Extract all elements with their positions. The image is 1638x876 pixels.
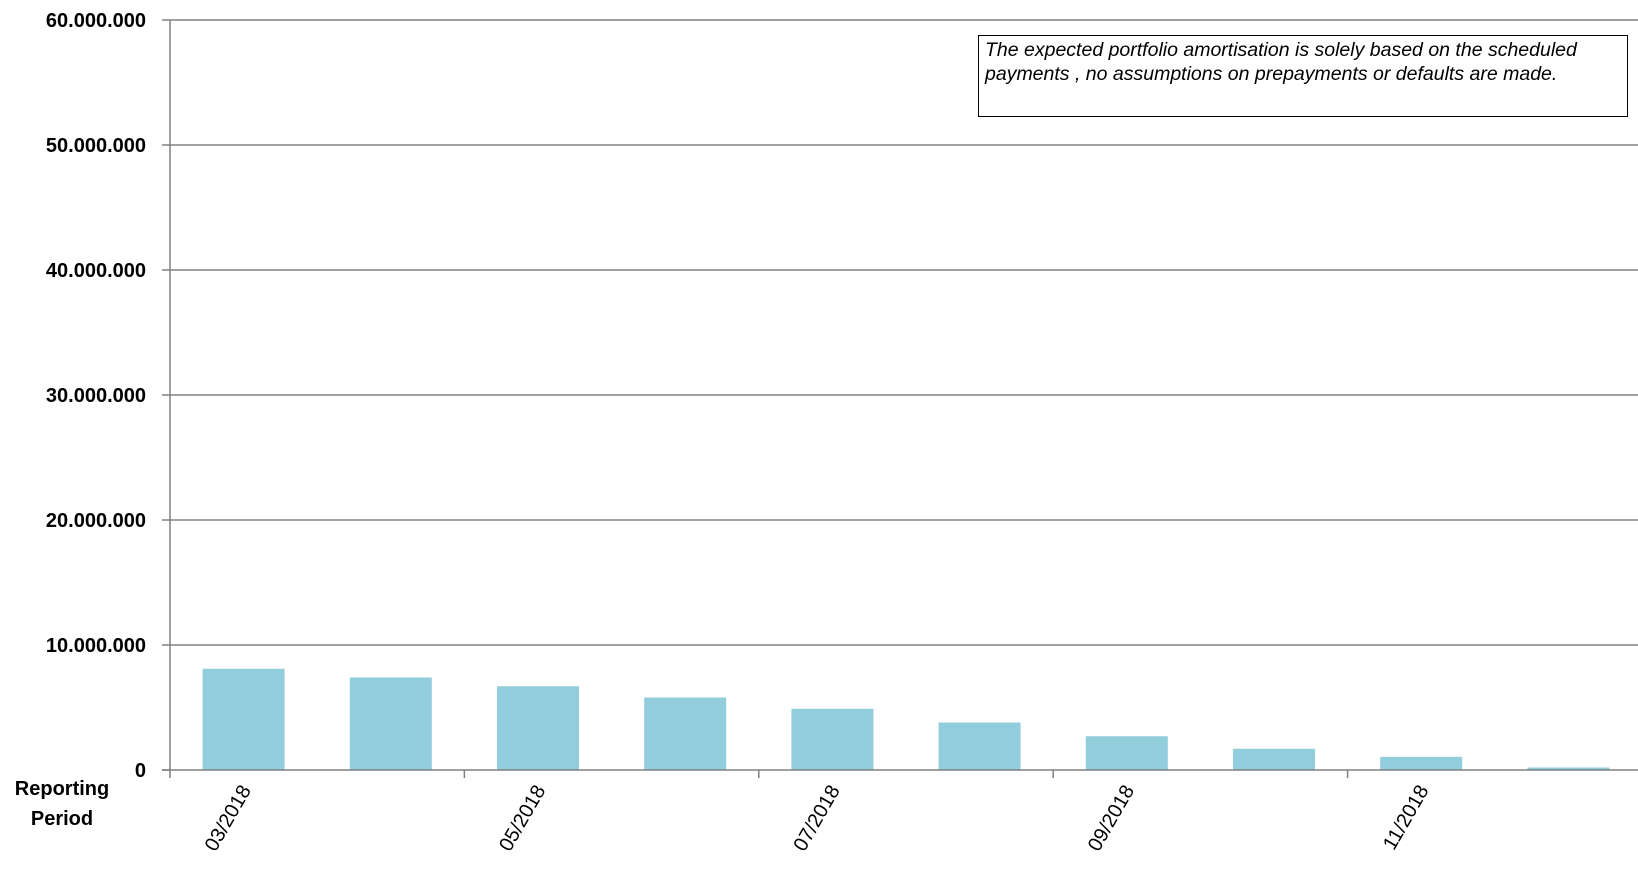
- y-tick-label: 50.000.000: [46, 135, 146, 157]
- bars: [202, 668, 1610, 770]
- y-tick-label: 0: [135, 760, 146, 782]
- x-tick-label: 09/2018: [1084, 782, 1139, 856]
- y-tick-label: 60.000.000: [46, 10, 146, 32]
- bar: [497, 686, 579, 770]
- x-axis-label-line-2: Period: [31, 808, 93, 830]
- x-tick-labels: 03/2018 05/2018 07/2018 09/2018 11/2018: [201, 782, 1434, 856]
- annotation-note: The expected portfolio amortisation is s…: [978, 35, 1628, 117]
- bar: [1380, 756, 1463, 770]
- y-tick-label: 40.000.000: [46, 260, 146, 282]
- x-tick-label: 11/2018: [1379, 782, 1433, 854]
- bar: [1527, 767, 1610, 770]
- bar: [202, 668, 285, 770]
- bar: [791, 708, 874, 770]
- bar: [349, 677, 432, 770]
- x-tick-label: 03/2018: [201, 782, 256, 856]
- x-axis-label-line-1: Reporting: [15, 778, 109, 800]
- y-tick-label: 20.000.000: [46, 510, 146, 532]
- axes: [162, 19, 1638, 778]
- x-tick-label: 07/2018: [790, 782, 845, 856]
- bar: [938, 722, 1021, 770]
- y-tick-labels: 0 10.000.000 20.000.000 30.000.000 40.000.00…: [46, 10, 146, 782]
- bar: [644, 697, 727, 770]
- y-tick-label: 10.000.000: [46, 635, 146, 657]
- y-tick-label: 30.000.000: [46, 385, 146, 407]
- gridlines: [170, 19, 1638, 646]
- x-tick-label: 05/2018: [495, 782, 550, 856]
- bar: [1085, 736, 1168, 770]
- bar: [1233, 748, 1315, 770]
